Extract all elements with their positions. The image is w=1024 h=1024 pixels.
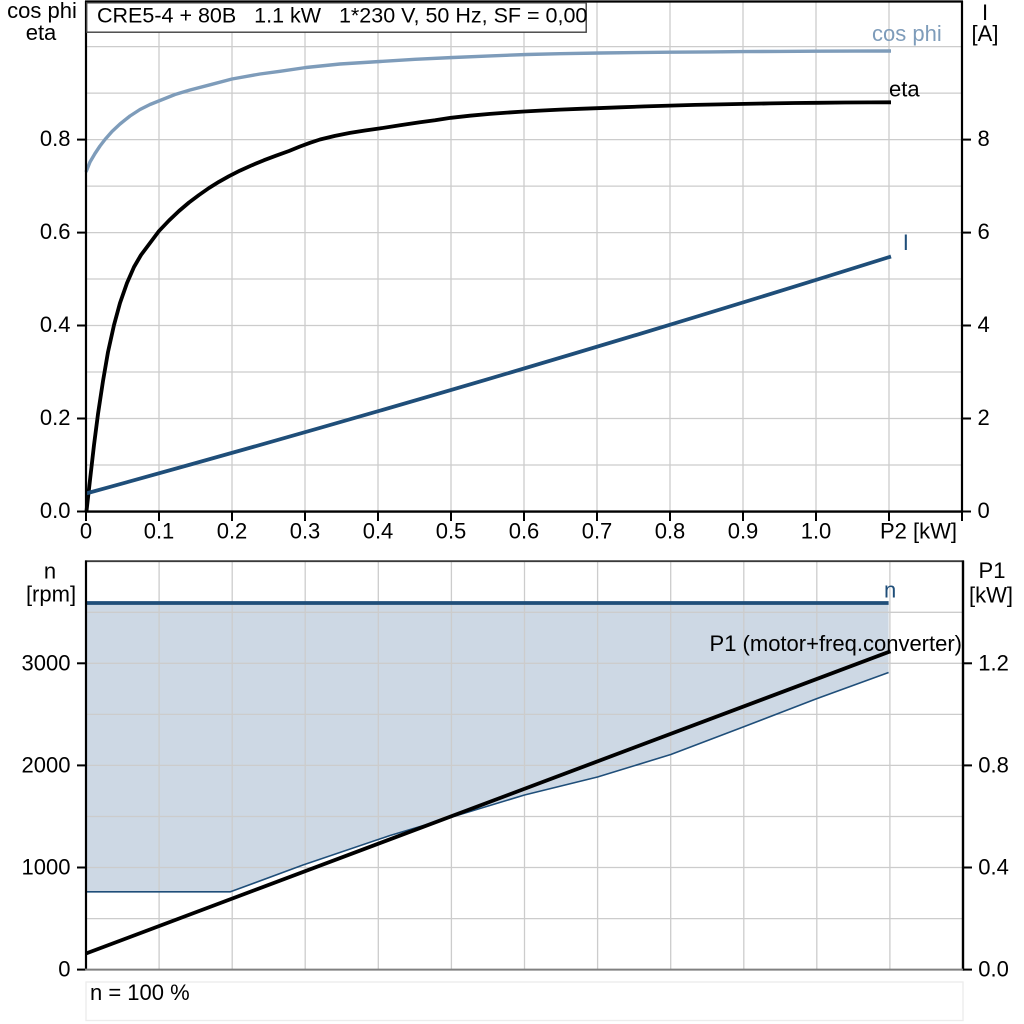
svg-text:I: I — [982, 0, 988, 25]
svg-text:0.8: 0.8 — [40, 126, 71, 151]
svg-text:0: 0 — [80, 519, 92, 544]
svg-text:0.1: 0.1 — [144, 519, 175, 544]
svg-text:cos phi: cos phi — [872, 21, 942, 46]
svg-text:CRE5-4 + 80B 1.1 kW 1*230: CRE5-4 + 80B 1.1 kW 1*230 V, 50 Hz, SF =… — [97, 4, 587, 28]
svg-text:0.4: 0.4 — [978, 855, 1009, 880]
svg-text:eta: eta — [26, 20, 57, 45]
svg-text:0.6: 0.6 — [509, 519, 540, 544]
svg-text:2: 2 — [978, 405, 990, 430]
svg-text:0.8: 0.8 — [655, 519, 686, 544]
svg-text:6: 6 — [978, 219, 990, 244]
svg-text:0.4: 0.4 — [363, 519, 394, 544]
svg-text:P1: P1 — [979, 558, 1006, 583]
svg-text:0.5: 0.5 — [436, 519, 467, 544]
svg-text:0.7: 0.7 — [582, 519, 613, 544]
svg-text:0.8: 0.8 — [978, 752, 1009, 777]
svg-text:0.9: 0.9 — [728, 519, 759, 544]
svg-text:n: n — [884, 578, 896, 603]
svg-text:[rpm]: [rpm] — [26, 582, 76, 607]
svg-text:0.4: 0.4 — [40, 312, 71, 337]
svg-text:P2 [kW]: P2 [kW] — [880, 519, 957, 544]
svg-text:1000: 1000 — [22, 855, 71, 880]
svg-text:3000: 3000 — [22, 650, 71, 675]
svg-text:0.6: 0.6 — [40, 219, 71, 244]
svg-text:1.0: 1.0 — [801, 519, 832, 544]
svg-text:4: 4 — [978, 312, 990, 337]
svg-text:eta: eta — [889, 77, 920, 102]
svg-text:0.2: 0.2 — [40, 405, 71, 430]
svg-text:2000: 2000 — [22, 752, 71, 777]
svg-text:[A]: [A] — [972, 21, 999, 46]
svg-text:0.3: 0.3 — [290, 519, 321, 544]
svg-text:0: 0 — [978, 498, 990, 523]
svg-text:n: n — [44, 559, 56, 584]
svg-text:0: 0 — [58, 957, 70, 982]
svg-text:I: I — [903, 230, 909, 255]
svg-text:8: 8 — [978, 126, 990, 151]
svg-text:cos phi: cos phi — [7, 0, 77, 23]
svg-text:P1 (motor+freq.converter): P1 (motor+freq.converter) — [710, 631, 962, 656]
svg-text:[kW]: [kW] — [969, 583, 1013, 608]
svg-text:0.0: 0.0 — [978, 957, 1009, 982]
svg-text:0.2: 0.2 — [217, 519, 248, 544]
svg-text:0.0: 0.0 — [40, 498, 71, 523]
svg-text:n = 100 %: n = 100 % — [90, 980, 190, 1005]
svg-text:1.2: 1.2 — [978, 650, 1009, 675]
